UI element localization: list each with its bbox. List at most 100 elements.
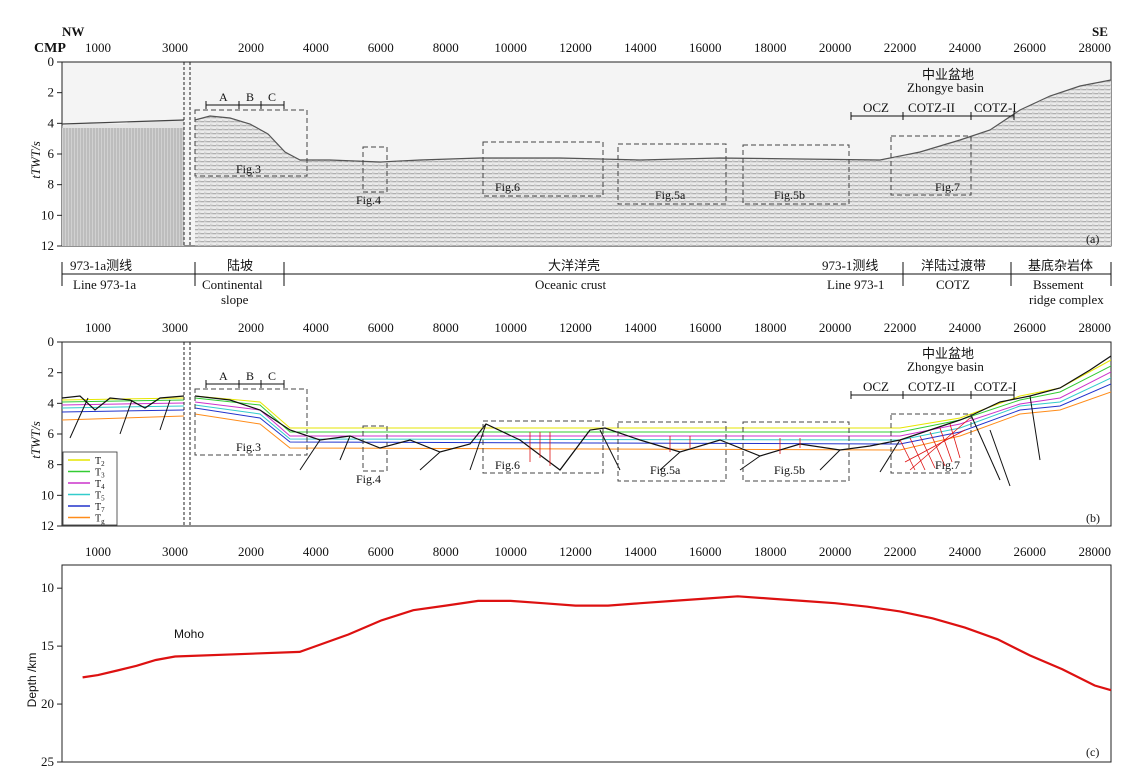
panel-c-y-tick-10: 10 bbox=[41, 580, 54, 595]
top-x-tick-14000: 14000 bbox=[624, 40, 657, 55]
panel-c-x-tick-16000: 16000 bbox=[689, 544, 722, 559]
strip-slope-en: Continental bbox=[202, 277, 263, 292]
panel-b-interpretation bbox=[62, 355, 1111, 487]
panel-c-x-tick-2000: 2000 bbox=[238, 544, 264, 559]
panel-c-x-tick-20000: 20000 bbox=[819, 544, 852, 559]
horizon-t5 bbox=[62, 377, 1111, 441]
strip-line973-1a-cn: 973-1a测线 bbox=[70, 258, 132, 273]
panel-c-x-tick-8000: 8000 bbox=[433, 544, 459, 559]
strip-oceanic-en: Oceanic crust bbox=[535, 277, 606, 292]
panel-b-y-tick-0: 0 bbox=[48, 334, 55, 349]
fig7-red-faults bbox=[899, 417, 971, 471]
fig5a-label-a: Fig.5a bbox=[655, 188, 686, 202]
se-label: SE bbox=[1092, 24, 1108, 39]
fig5a-box-a bbox=[617, 143, 727, 205]
panel-b-x-tick-6000: 6000 bbox=[368, 320, 394, 335]
fig6-label-b: Fig.6 bbox=[495, 458, 520, 472]
strip-slope-en2: slope bbox=[221, 292, 249, 307]
fig5b-box-b bbox=[742, 421, 850, 482]
panel-a: 0 2 4 6 8 10 12 tTWT/s Fig.3 Fig.4 Fig.6 Fig.5… bbox=[28, 54, 1112, 253]
panel-c-x-tick-14000: 14000 bbox=[624, 544, 657, 559]
panel-a-y-tick-labels: 0 2 4 6 8 10 12 bbox=[41, 54, 62, 253]
panel-b-y-tick-6: 6 bbox=[48, 426, 55, 441]
top-x-tick-16000: 16000 bbox=[689, 40, 722, 55]
fig3-label-a: Fig.3 bbox=[236, 162, 261, 176]
basin-cn-b: 中业盆地 bbox=[922, 346, 974, 361]
label-a-a: A bbox=[219, 90, 228, 104]
panel-b-x-tick-24000: 24000 bbox=[949, 320, 982, 335]
panel-b-x-tick-2000: 2000 bbox=[238, 320, 264, 335]
top-x-tick-1000: 1000 bbox=[85, 40, 111, 55]
fig6-box-b bbox=[482, 420, 604, 474]
panel-b-x-tick-28000: 28000 bbox=[1078, 320, 1111, 335]
nw-label: NW bbox=[62, 24, 84, 39]
strip-ridge-cn: 基底杂岩体 bbox=[1028, 258, 1093, 273]
panel-b-y-tick-10: 10 bbox=[41, 487, 54, 502]
zone-cotz1-a: COTZ-I bbox=[974, 100, 1017, 115]
panel-b-x-tick-10000: 10000 bbox=[494, 320, 527, 335]
top-x-tick-18000: 18000 bbox=[754, 40, 787, 55]
panel-b-x-tick-26000: 26000 bbox=[1014, 320, 1047, 335]
panel-c-x-tick-10000: 10000 bbox=[494, 544, 527, 559]
zone-cotz2-b: COTZ-II bbox=[908, 379, 955, 394]
panel-c-x-tick-1000: 1000 bbox=[85, 544, 111, 559]
strip-slope-cn: 陆坡 bbox=[227, 258, 253, 273]
panel-a-y-axis-label: tTWT/s bbox=[28, 141, 43, 179]
top-x-tick-labels: 1000 3000 2000 4000 6000 8000 10000 12000 14000 1… bbox=[85, 40, 1111, 55]
panel-a-y-tick-2: 2 bbox=[48, 85, 55, 100]
legend-label-t3: T3 bbox=[95, 468, 105, 480]
top-x-tick-24000: 24000 bbox=[949, 40, 982, 55]
panel-b-y-tick-4: 4 bbox=[48, 395, 55, 410]
panel-b-x-tick-14000: 14000 bbox=[624, 320, 657, 335]
panel-a-y-tick-0: 0 bbox=[48, 54, 55, 69]
top-x-tick-4000: 4000 bbox=[303, 40, 329, 55]
fig3-label-b: Fig.3 bbox=[236, 440, 261, 454]
panel-c-y-axis-label: Depth /km bbox=[25, 653, 39, 708]
panel-b-x-tick-18000: 18000 bbox=[754, 320, 787, 335]
fig3-box-a bbox=[194, 109, 308, 177]
red-fault-clusters bbox=[529, 432, 801, 466]
panel-c-y-tick-20: 20 bbox=[41, 696, 54, 711]
panel-c-y-tick-25: 25 bbox=[41, 754, 54, 769]
fig4-label-a: Fig.4 bbox=[356, 193, 381, 207]
panel-b: 0 2 4 6 8 10 12 tTWT/s Fig.3 Fig.4 Fig.6 Fig.5… bbox=[28, 334, 1112, 533]
legend-label-t5: T5 bbox=[95, 491, 105, 503]
panel-c-letter: (c) bbox=[1086, 745, 1099, 759]
panel-c: 10 15 20 25 Depth /km Moho (c) bbox=[25, 564, 1112, 769]
abc-bracket-a bbox=[205, 101, 285, 109]
top-x-tick-8000: 8000 bbox=[433, 40, 459, 55]
panel-a-y-tick-8: 8 bbox=[48, 177, 55, 192]
panel-c-y-tick-15: 15 bbox=[41, 638, 54, 653]
panel-c-x-tick-28000: 28000 bbox=[1078, 544, 1111, 559]
zone-ocz-b: OCZ bbox=[863, 379, 889, 394]
cmp-label: CMP bbox=[34, 41, 66, 56]
panel-c-x-tick-6000: 6000 bbox=[368, 544, 394, 559]
top-x-tick-6000: 6000 bbox=[368, 40, 394, 55]
top-x-tick-10000: 10000 bbox=[494, 40, 527, 55]
zone-ocz-a: OCZ bbox=[863, 100, 889, 115]
panel-b-y-axis-label: tTWT/s bbox=[28, 421, 43, 459]
fig7-label-b: Fig.7 bbox=[935, 458, 960, 472]
panel-a-letter: (a) bbox=[1086, 232, 1099, 246]
strip-line973-1-cn: 973-1测线 bbox=[822, 258, 878, 273]
fig7-box-b bbox=[890, 413, 972, 474]
moho-line-layer bbox=[82, 595, 1112, 692]
basin-cn-a: 中业盆地 bbox=[922, 67, 974, 82]
fig5b-box-a bbox=[742, 144, 850, 205]
panel-a-y-tick-10: 10 bbox=[41, 207, 54, 222]
panel-c-x-tick-12000: 12000 bbox=[559, 544, 592, 559]
legend-label-t7: T7 bbox=[95, 502, 105, 514]
fig4-box-b bbox=[362, 425, 388, 472]
fault-lines bbox=[69, 395, 1041, 487]
panel-b-x-tick-12000: 12000 bbox=[559, 320, 592, 335]
panel-b-y-tick-8: 8 bbox=[48, 457, 55, 472]
panel-a-y-tick-6: 6 bbox=[48, 146, 55, 161]
top-x-tick-26000: 26000 bbox=[1014, 40, 1047, 55]
panel-b-y-tick-labels: 0 2 4 6 8 10 12 bbox=[41, 334, 62, 533]
fig5b-label-a: Fig.5b bbox=[774, 188, 805, 202]
panel-b-x-tick-4000: 4000 bbox=[303, 320, 329, 335]
top-x-tick-20000: 20000 bbox=[819, 40, 852, 55]
top-x-tick-2000: 2000 bbox=[238, 40, 264, 55]
fig4-box-a bbox=[362, 146, 388, 193]
